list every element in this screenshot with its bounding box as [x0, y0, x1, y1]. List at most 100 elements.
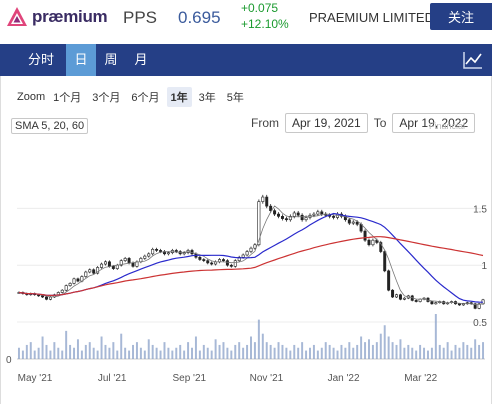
candle-body [273, 210, 277, 215]
volume-bar [151, 344, 154, 359]
price-change: +0.075 +12.10% [241, 0, 289, 32]
to-date-input[interactable]: Apr 19, 2022 [392, 113, 476, 133]
volume-bar [383, 325, 386, 359]
volume-bar [187, 342, 190, 359]
zoom-3y-button[interactable]: 3年 [198, 92, 216, 104]
volume-bar [426, 350, 429, 359]
volume-bar [21, 350, 24, 359]
candle-body [68, 283, 72, 286]
volume-bar [57, 347, 60, 359]
change-percent: +12.10% [241, 17, 289, 31]
volume-bars [17, 314, 485, 359]
zoom-3m-button[interactable]: 3个月 [92, 92, 121, 104]
candle-body [96, 267, 100, 274]
candle-body [123, 258, 127, 261]
volume-bar [387, 336, 390, 359]
volume-bar [411, 347, 414, 359]
price-tick-label: 0.5 [473, 318, 487, 329]
time-tick-label: Mar '22 [404, 373, 437, 384]
candle-body [155, 248, 159, 251]
candle-body [229, 264, 233, 267]
tab-monthly[interactable]: 月 [134, 52, 148, 67]
volume-bar [454, 344, 457, 359]
volume-bar [49, 350, 52, 359]
volume-bar [423, 347, 426, 359]
candle-body [119, 260, 123, 266]
zoom-6m-button[interactable]: 6个月 [131, 92, 160, 104]
candle-body [391, 289, 395, 298]
volume-bar [458, 347, 461, 359]
volume-bar [462, 342, 465, 359]
tab-daily[interactable]: 日 [66, 44, 96, 76]
quote-header: præmium PPS 0.695 +0.075 +12.10% PRAEMIU… [0, 0, 492, 44]
volume-tick-label: 0 [6, 355, 12, 366]
volume-bar [76, 339, 79, 359]
volume-bar [399, 339, 402, 359]
time-tick-label: Sep '21 [172, 373, 206, 384]
volume-bar [316, 350, 319, 359]
price-chart[interactable]: 1.5 1 0.5 0 May '21 Jul '21 Sep '21 Nov '21 Jan… [1, 76, 491, 404]
volume-bar [466, 344, 469, 359]
candle-body [41, 295, 45, 298]
candle-body [300, 214, 304, 221]
volume-bar [214, 339, 217, 359]
candle-body [221, 259, 225, 261]
candle-body [398, 294, 402, 300]
volume-bar [371, 344, 374, 359]
date-range: From Apr 19, 2021 To Apr 19, 2022 [251, 113, 481, 133]
candle-body [457, 303, 461, 306]
volume-bar [135, 342, 138, 359]
candle-body [430, 301, 434, 305]
volume-bar [33, 350, 36, 359]
volume-bar [226, 347, 229, 359]
zoom-1m-button[interactable]: 1个月 [53, 92, 82, 104]
volume-bar [360, 336, 363, 359]
sma-5-line [18, 205, 484, 306]
volume-bar [175, 347, 178, 359]
volume-bar [45, 344, 48, 359]
volume-bar [159, 350, 162, 359]
from-date-input[interactable]: Apr 19, 2021 [285, 113, 368, 133]
volume-bar [446, 342, 449, 359]
candle-body [402, 297, 406, 300]
candle-body [277, 213, 281, 217]
candle-body [198, 256, 202, 260]
volume-bar [344, 347, 347, 359]
volume-bar [419, 344, 422, 359]
candle-body [60, 289, 64, 293]
candle-body [395, 294, 398, 298]
volume-bar [25, 344, 28, 359]
candle-body [269, 205, 273, 211]
follow-button[interactable]: 关注 [430, 3, 492, 30]
candle-body [166, 252, 170, 255]
volume-bar [415, 350, 418, 359]
volume-bar [112, 342, 115, 359]
candle-body [292, 212, 296, 217]
volume-bar [332, 347, 335, 359]
volume-bar [167, 347, 170, 359]
candle-body [92, 269, 96, 274]
volume-bar [364, 342, 367, 359]
tab-intraday[interactable]: 分时 [27, 52, 54, 67]
zoom-1y-button[interactable]: 1年 [166, 87, 192, 107]
tab-weekly[interactable]: 周 [104, 52, 118, 67]
volume-bar [73, 347, 76, 359]
candle-body [363, 230, 367, 241]
to-label: To [373, 116, 387, 130]
volume-bar [238, 342, 241, 359]
volume-bar [301, 342, 304, 359]
volume-bar [474, 339, 477, 359]
volume-bar [84, 344, 87, 359]
volume-bar [128, 350, 131, 359]
zoom-5y-button[interactable]: 5年 [226, 92, 244, 104]
volume-bar [478, 344, 481, 359]
line-chart-icon[interactable] [462, 50, 484, 70]
indicator-badge[interactable]: SMA 5, 20, 60 [11, 118, 89, 134]
candle-body [347, 219, 351, 224]
volume-bar [41, 336, 44, 359]
candle-body [131, 262, 135, 267]
candle-body [115, 264, 119, 269]
price-grid [17, 207, 485, 360]
volume-bar [438, 344, 441, 359]
volume-bar [143, 350, 146, 359]
